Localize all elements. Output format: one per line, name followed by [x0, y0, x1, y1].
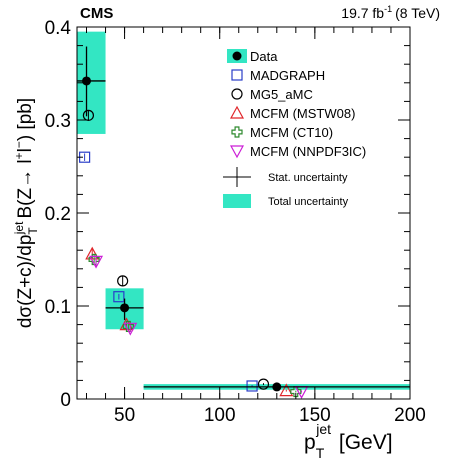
legend-label-total: Total uncertainty [268, 196, 349, 208]
legend-label: MCFM (NNPDF3IC) [250, 144, 366, 159]
legend-label: MCFM (MSTW08) [250, 106, 355, 121]
y-tick-label: 0 [60, 390, 71, 411]
y-tick-label: 0.3 [45, 111, 71, 132]
prediction-marker [257, 378, 270, 390]
y-tick-label: 0.1 [45, 297, 71, 318]
y-axis-label: dσ(Z+c)/dpTjetB(Z→ l+l−) [pb] [12, 98, 40, 328]
legend-marker [231, 126, 243, 138]
energy-value: (8 TeV) [395, 5, 440, 21]
x-axis-label-sup: jet [315, 421, 331, 437]
legend-label: MG5_aMC [250, 87, 313, 102]
experiment-label: CMS [80, 5, 113, 22]
y-tick-label: 0.2 [45, 204, 71, 225]
legend-label: MCFM (CT10) [250, 125, 333, 140]
luminosity-label: 19.7 fb-1 (8 TeV) [341, 4, 440, 21]
legend-label-stat: Stat. uncertainty [268, 172, 348, 184]
legend-total-swatch [223, 194, 251, 208]
prediction-markers [79, 109, 309, 399]
x-axis-label-sub: T [316, 445, 325, 461]
x-tick-label: 100 [204, 405, 236, 426]
data-point [82, 76, 92, 86]
plot-frame [76, 26, 411, 400]
luminosity-value: 19.7 fb [341, 5, 384, 21]
y-tick-label: 0.4 [45, 18, 72, 39]
legend-marker [229, 145, 245, 159]
axes: 0 0.1 0.2 0.3 0.4 50 100 150 200 [45, 18, 426, 426]
data-point [120, 303, 130, 313]
prediction-marker [279, 383, 294, 397]
data-points [77, 46, 410, 392]
legend-data-marker [232, 51, 242, 61]
legend-label: MADGRAPH [250, 68, 325, 83]
prediction-marker [117, 275, 129, 287]
x-tick-label: 150 [299, 405, 331, 426]
luminosity-exponent: -1 [384, 4, 392, 14]
x-axis-label-unit: [GeV] [333, 431, 393, 454]
total-uncertainty-bands [77, 31, 410, 390]
prediction-marker [246, 380, 258, 392]
prediction-marker [89, 255, 104, 269]
legend-label-data: Data [250, 49, 278, 64]
x-axis-label: pTjet [GeV] [304, 421, 393, 461]
prediction-marker [85, 246, 100, 260]
prediction-marker [123, 322, 138, 336]
data-point [272, 382, 282, 392]
legend: Data MADGRAPH MG5_aMC MCFM (MSTW08) MCFM (CT… [223, 49, 366, 208]
x-tick-label: 50 [114, 405, 135, 426]
x-tick-label: 200 [394, 405, 426, 426]
legend-marker [229, 105, 245, 119]
prediction-marker [113, 291, 125, 303]
x-axis-label-base: p [304, 431, 316, 454]
legend-marker [231, 69, 243, 81]
legend-marker [231, 88, 243, 100]
